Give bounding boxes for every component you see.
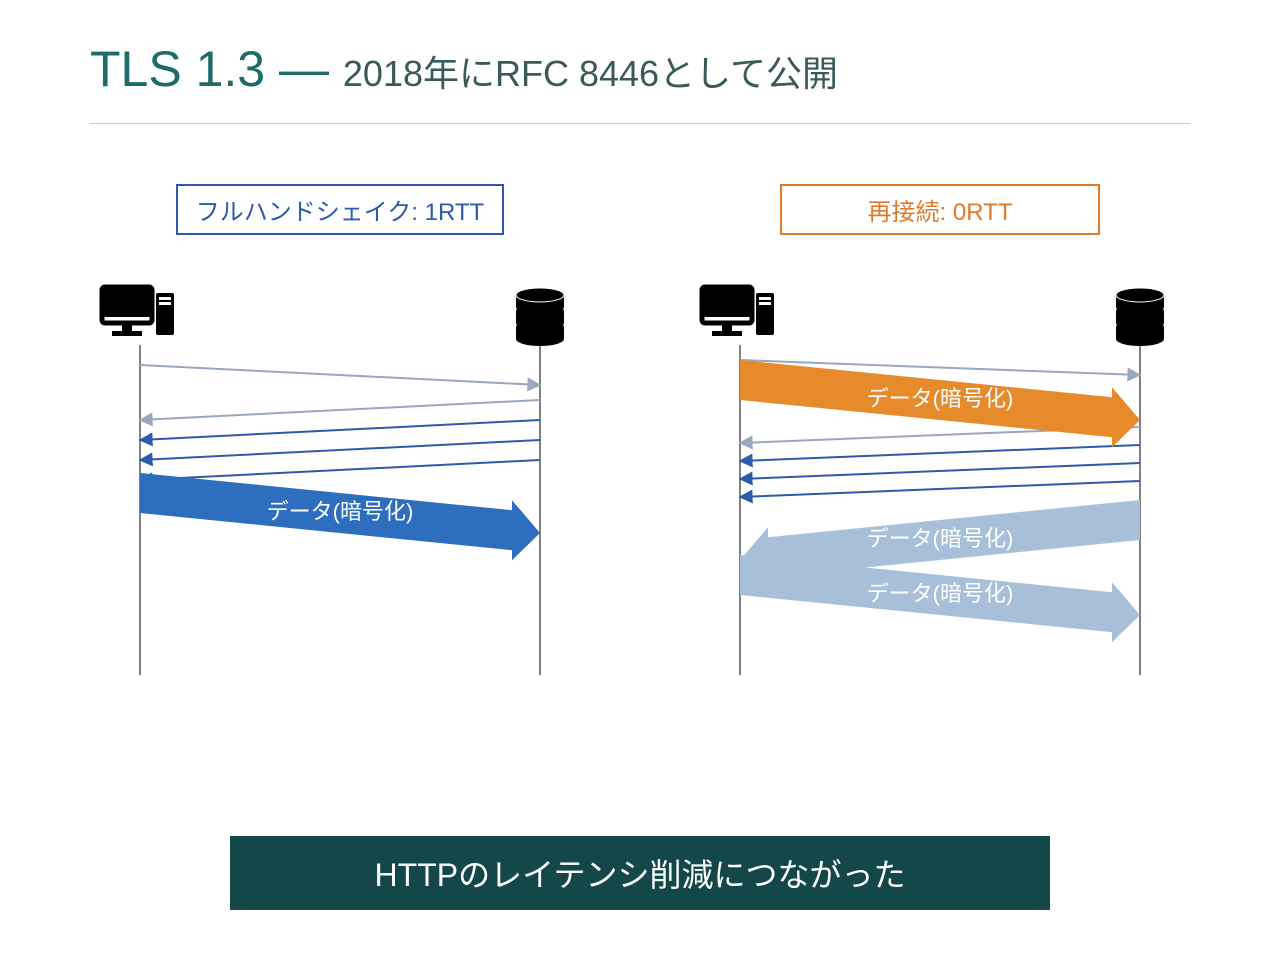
diagram-right: データ(暗号化) データ(暗号化) データ(暗号化) <box>670 275 1210 695</box>
diagram-left: データ(暗号化) <box>70 275 610 695</box>
title-sub: 2018年にRFC 8446として公開 <box>343 53 838 94</box>
footer-callout: HTTPのレイテンシ削減につながった <box>230 836 1050 910</box>
title-main: TLS 1.3 <box>90 41 265 97</box>
panels: フルハンドシェイク: 1RTT データ(暗号化) 再接続: 0RTT データ(暗… <box>0 144 1280 695</box>
svg-text:データ(暗号化): データ(暗号化) <box>867 526 1014 551</box>
title-divider <box>90 123 1190 124</box>
svg-text:データ(暗号化): データ(暗号化) <box>867 581 1014 606</box>
label-full-handshake: フルハンドシェイク: 1RTT <box>176 184 504 235</box>
footer-text: HTTPのレイテンシ削減につながった <box>375 857 906 893</box>
title-separator: — <box>265 41 343 97</box>
panel-right: 再接続: 0RTT データ(暗号化) データ(暗号化) データ(暗号化) <box>670 184 1210 695</box>
panel-left: フルハンドシェイク: 1RTT データ(暗号化) <box>70 184 610 695</box>
svg-text:データ(暗号化): データ(暗号化) <box>867 386 1014 411</box>
label-full-handshake-text: フルハンドシェイク: 1RTT <box>196 199 484 226</box>
sequence-right: データ(暗号化) データ(暗号化) データ(暗号化) <box>670 275 1210 695</box>
label-reconnect-text: 再接続: 0RTT <box>868 199 1013 226</box>
label-reconnect: 再接続: 0RTT <box>780 184 1100 235</box>
sequence-left: データ(暗号化) <box>70 275 610 695</box>
svg-text:データ(暗号化): データ(暗号化) <box>267 499 414 524</box>
title-area: TLS 1.3 — 2018年にRFC 8446として公開 <box>0 0 1280 144</box>
